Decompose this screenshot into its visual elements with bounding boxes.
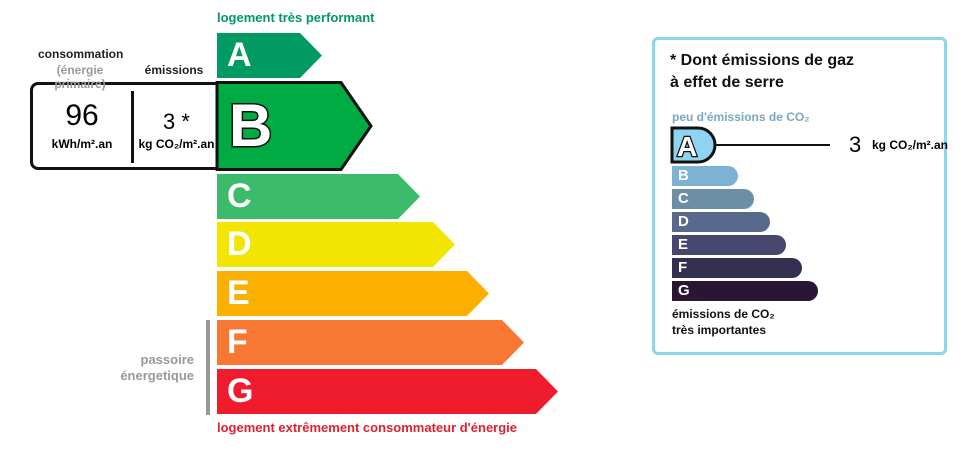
- consumption-header: consommation: [38, 47, 124, 61]
- ges-class-d: D: [672, 212, 770, 232]
- energy-class-d: D: [217, 222, 455, 267]
- energy-class-f: F: [217, 320, 524, 365]
- energy-class-c: C: [217, 174, 420, 219]
- ges-title: * Dont émissions de gaz à effet de serre: [670, 50, 854, 94]
- ges-bottom-line1: émissions de CO₂: [672, 307, 775, 321]
- ges-selected-letter: A: [677, 131, 697, 162]
- ges-class-b: B: [672, 166, 738, 186]
- divider: [131, 91, 134, 163]
- ges-bottom-label: émissions de CO₂ très importantes: [672, 306, 775, 338]
- consumption-value: 96: [65, 99, 99, 132]
- emissions-header: émissions: [144, 63, 204, 77]
- energy-class-g: G: [217, 369, 558, 414]
- energy-class-e: E: [217, 271, 489, 316]
- consumption-sub: (énergie primaire): [54, 63, 106, 91]
- selected-letter: B: [229, 92, 272, 159]
- passoire-label: passoire énergetique: [100, 352, 194, 384]
- passoire-bar: [206, 320, 210, 415]
- ges-class-a-selected: A: [670, 126, 830, 164]
- selected-values-box: 96 kWh/m².an 3 * kg CO₂/m².an: [30, 82, 220, 170]
- ges-top-label: peu d'émissions de CO₂: [672, 110, 810, 124]
- ges-class-e: E: [672, 235, 786, 255]
- ges-unit: kg CO₂/m².an: [872, 138, 949, 152]
- ges-value: 3: [849, 132, 862, 157]
- energy-class-a: A: [217, 33, 322, 78]
- passoire-line2: énergetique: [120, 368, 194, 383]
- ges-panel: [652, 37, 947, 355]
- energy-class-b-selected: B: [215, 81, 373, 171]
- top-label: logement très performant: [217, 10, 375, 25]
- ges-class-f: F: [672, 258, 802, 278]
- ges-title-line1: * Dont émissions de gaz: [670, 52, 855, 69]
- consumption-unit: kWh/m².an: [51, 137, 113, 151]
- bottom-label: logement extrêmement consommateur d'éner…: [217, 420, 518, 435]
- ges-class-g: G: [672, 281, 818, 301]
- passoire-line1: passoire: [140, 352, 194, 367]
- ges-class-c: C: [672, 189, 754, 209]
- ges-bottom-line2: très importantes: [672, 323, 767, 337]
- emissions-unit: kg CO₂/m².an: [138, 137, 215, 151]
- ges-title-line2: à effet de serre: [670, 74, 784, 91]
- emissions-value: 3 *: [163, 109, 190, 134]
